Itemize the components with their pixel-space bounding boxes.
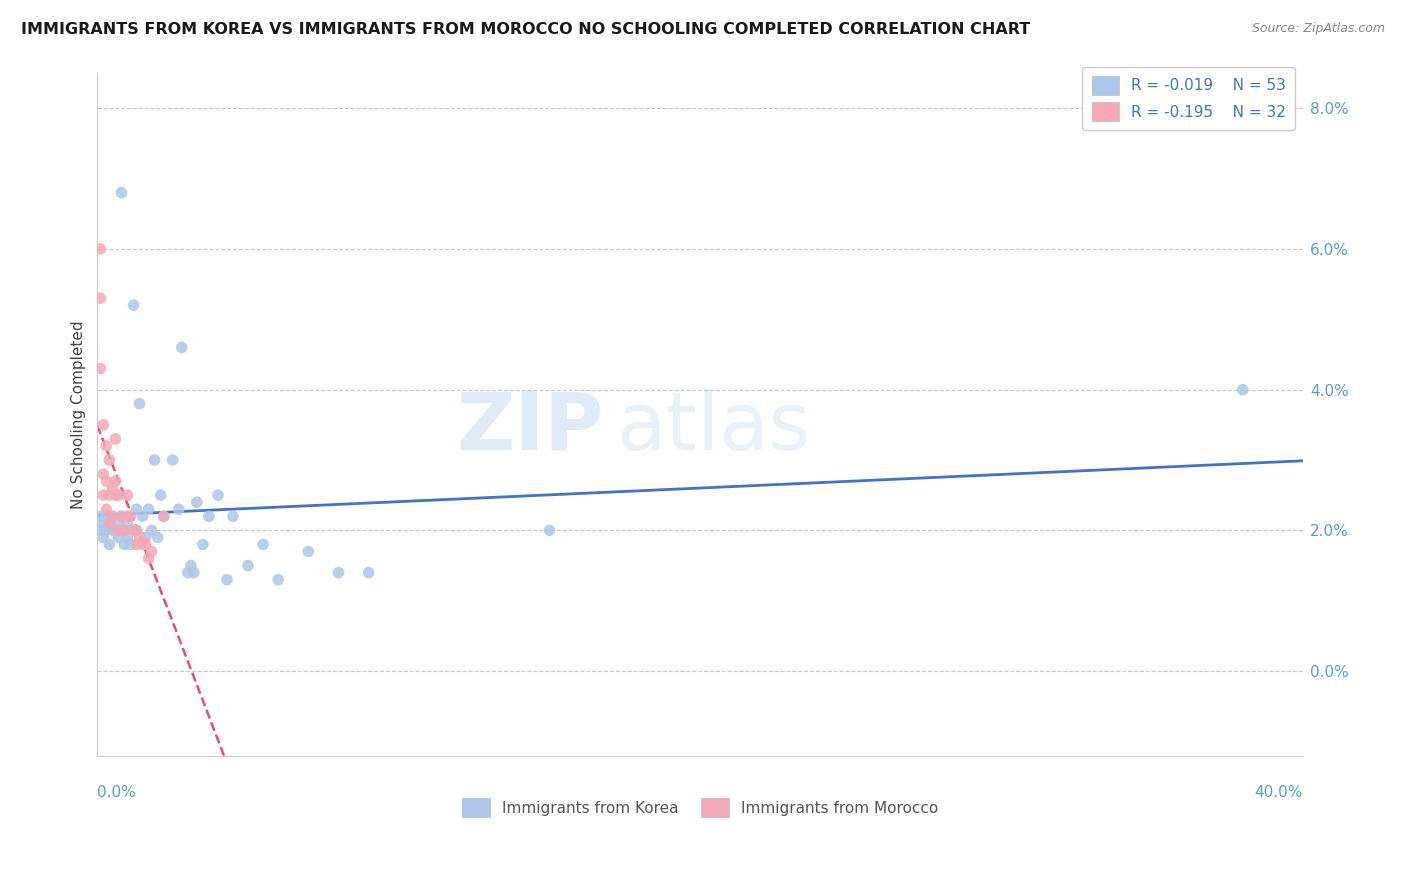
Point	[101, 481, 124, 495]
Point	[328, 566, 350, 580]
Point	[236, 558, 259, 573]
Point	[538, 524, 561, 538]
Legend: Immigrants from Korea, Immigrants from Morocco: Immigrants from Korea, Immigrants from M…	[456, 792, 945, 823]
Point	[98, 516, 121, 531]
Point	[128, 397, 150, 411]
Point	[117, 488, 139, 502]
Point	[101, 509, 124, 524]
Point	[135, 537, 157, 551]
Point	[183, 566, 205, 580]
Point	[98, 488, 121, 502]
Point	[186, 495, 208, 509]
Point	[107, 516, 129, 531]
Text: Source: ZipAtlas.com: Source: ZipAtlas.com	[1251, 22, 1385, 36]
Point	[198, 509, 221, 524]
Point	[162, 453, 184, 467]
Text: 40.0%: 40.0%	[1254, 785, 1303, 799]
Point	[141, 544, 163, 558]
Point	[1232, 383, 1254, 397]
Point	[215, 573, 238, 587]
Point	[122, 298, 145, 312]
Point	[110, 509, 132, 524]
Point	[120, 509, 142, 524]
Point	[98, 516, 121, 531]
Point	[98, 453, 121, 467]
Point	[117, 530, 139, 544]
Point	[89, 291, 111, 305]
Point	[135, 530, 157, 544]
Point	[96, 524, 118, 538]
Point	[167, 502, 190, 516]
Point	[177, 566, 200, 580]
Point	[125, 502, 148, 516]
Point	[93, 488, 115, 502]
Point	[131, 537, 153, 551]
Point	[110, 509, 132, 524]
Point	[93, 417, 115, 432]
Point	[98, 537, 121, 551]
Point	[104, 488, 127, 502]
Point	[104, 474, 127, 488]
Point	[125, 524, 148, 538]
Point	[107, 530, 129, 544]
Y-axis label: No Schooling Completed: No Schooling Completed	[72, 320, 86, 508]
Point	[125, 537, 148, 551]
Point	[114, 524, 136, 538]
Point	[149, 488, 172, 502]
Point	[101, 524, 124, 538]
Point	[297, 544, 319, 558]
Point	[89, 509, 111, 524]
Point	[89, 242, 111, 256]
Point	[357, 566, 380, 580]
Point	[96, 439, 118, 453]
Point	[104, 432, 127, 446]
Point	[93, 467, 115, 481]
Text: 0.0%: 0.0%	[97, 785, 136, 799]
Text: atlas: atlas	[616, 389, 810, 467]
Point	[93, 530, 115, 544]
Point	[107, 524, 129, 538]
Point	[252, 537, 274, 551]
Point	[117, 509, 139, 524]
Point	[180, 558, 202, 573]
Point	[191, 537, 214, 551]
Point	[114, 524, 136, 538]
Point	[222, 509, 245, 524]
Point	[104, 524, 127, 538]
Point	[207, 488, 229, 502]
Point	[152, 509, 174, 524]
Point	[152, 509, 174, 524]
Text: IMMIGRANTS FROM KOREA VS IMMIGRANTS FROM MOROCCO NO SCHOOLING COMPLETED CORRELAT: IMMIGRANTS FROM KOREA VS IMMIGRANTS FROM…	[21, 22, 1031, 37]
Point	[101, 509, 124, 524]
Point	[138, 502, 160, 516]
Point	[131, 509, 153, 524]
Point	[89, 524, 111, 538]
Point	[96, 474, 118, 488]
Point	[122, 524, 145, 538]
Point	[170, 340, 193, 354]
Point	[120, 537, 142, 551]
Point	[125, 524, 148, 538]
Point	[96, 502, 118, 516]
Point	[110, 186, 132, 200]
Point	[107, 488, 129, 502]
Point	[146, 530, 169, 544]
Point	[89, 361, 111, 376]
Point	[93, 516, 115, 531]
Point	[138, 551, 160, 566]
Point	[141, 524, 163, 538]
Point	[114, 537, 136, 551]
Text: ZIP: ZIP	[457, 389, 603, 467]
Point	[117, 516, 139, 531]
Point	[128, 530, 150, 544]
Point	[96, 509, 118, 524]
Point	[143, 453, 166, 467]
Point	[267, 573, 290, 587]
